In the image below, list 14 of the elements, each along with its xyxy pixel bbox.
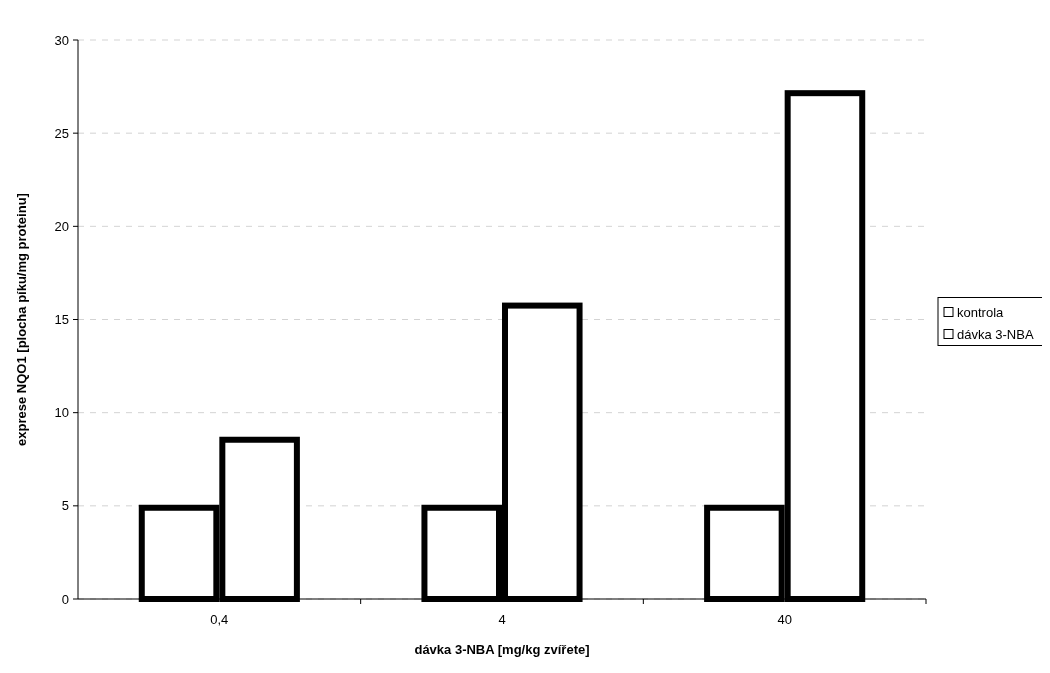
y-tick-label: 30	[54, 32, 69, 48]
y-tick-label: 10	[54, 405, 69, 421]
x-axis-title: dávka 3-NBA [mg/kg zvířete]	[414, 642, 590, 657]
legend-label: dávka 3-NBA	[957, 326, 1034, 342]
y-tick-label: 0	[61, 591, 69, 607]
y-tick-label: 15	[54, 312, 69, 328]
x-tick-label: 0,4	[210, 612, 229, 627]
y-tick-label: 25	[54, 125, 69, 141]
y-axis-title: exprese NQO1 [plocha píku/mg proteinu]	[14, 193, 29, 446]
y-tick-label: 20	[54, 218, 69, 234]
x-tick-label: 40	[777, 612, 792, 627]
legend-label: kontrola	[957, 304, 1005, 320]
x-tick-label: 4	[498, 612, 506, 627]
y-tick-label: 5	[61, 498, 69, 514]
